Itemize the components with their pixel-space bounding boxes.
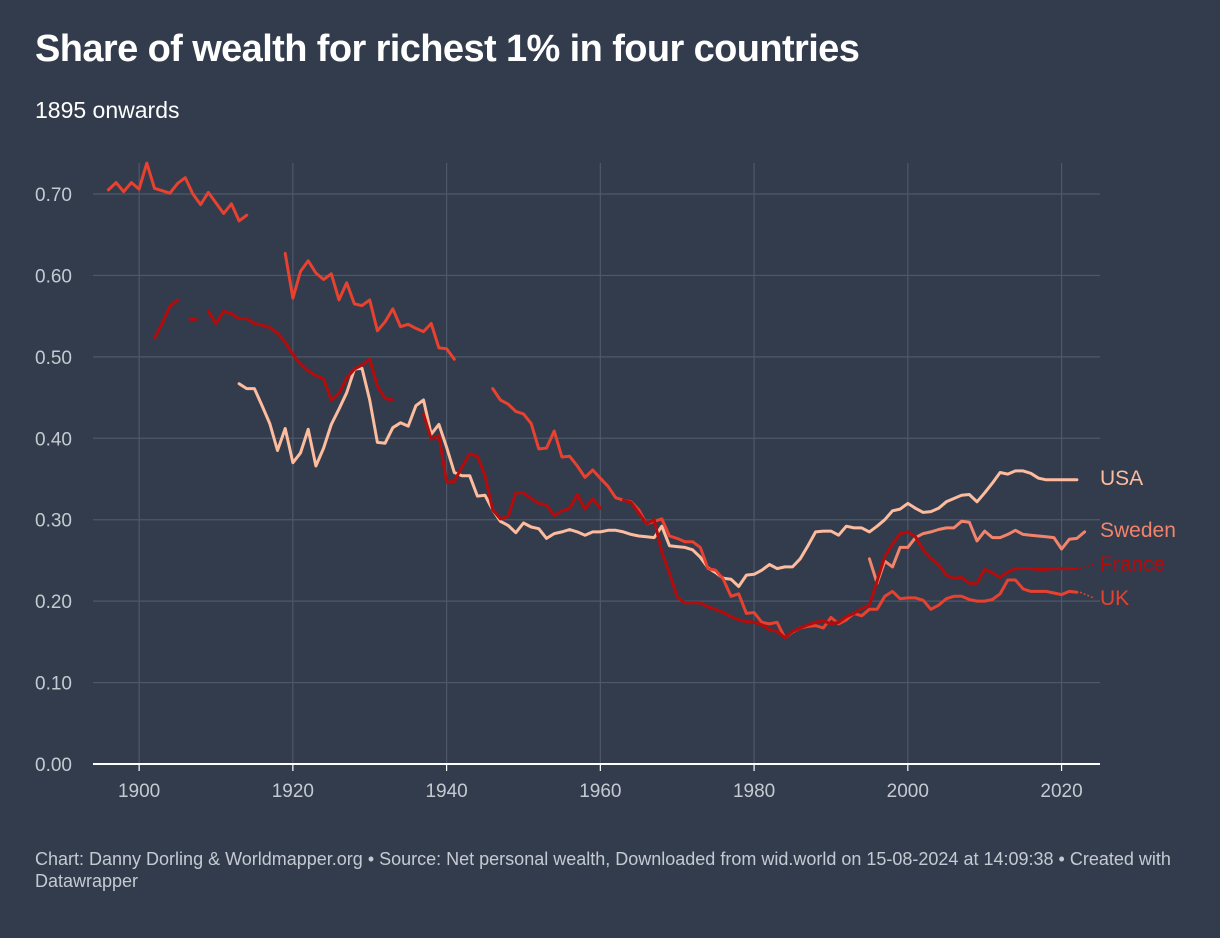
axes: 0.00 0.10 0.20 0.30 0.40 0.50 0.60 0.70 1900 1920… — [35, 185, 1100, 802]
uk-line-segment — [283, 251, 456, 361]
y-tick-label: 0.70 — [35, 185, 72, 206]
series-end-labels: USA Sweden UK France — [1079, 467, 1176, 610]
chart-footer-credit: Chart: Danny Dorling & Worldmapper.org •… — [35, 849, 1171, 891]
france-label-connector — [1079, 563, 1095, 570]
y-tick-label: 0.10 — [35, 674, 72, 695]
sweden-end-label: Sweden — [1100, 519, 1176, 542]
france-line-segment — [621, 498, 1079, 640]
grid — [93, 163, 1100, 764]
france-line-segment — [422, 412, 602, 521]
france-end-label: France — [1100, 553, 1165, 576]
usa-line-segment — [237, 366, 1079, 588]
france-line-segment — [153, 298, 180, 340]
france-line-segment — [206, 309, 395, 402]
chart-title: Share of wealth for richest 1% in four c… — [35, 28, 860, 70]
x-tick-label: 2000 — [887, 781, 929, 802]
y-tick-label: 0.50 — [35, 348, 72, 369]
y-tick-label: 0.00 — [35, 755, 72, 776]
usa-end-label: USA — [1100, 467, 1143, 490]
x-tick-label: 2020 — [1040, 781, 1082, 802]
x-tick-label: 1920 — [272, 781, 314, 802]
x-tick-label: 1900 — [118, 781, 160, 802]
chart-subtitle: 1895 onwards — [35, 97, 180, 123]
line-chart: 0.00 0.10 0.20 0.30 0.40 0.50 0.60 0.70 1900 1920… — [35, 161, 1176, 802]
x-tick-label: 1960 — [579, 781, 621, 802]
uk-line-segment — [491, 387, 1079, 640]
x-tick-label: 1980 — [733, 781, 775, 802]
y-tick-label: 0.40 — [35, 429, 72, 450]
y-tick-label: 0.20 — [35, 592, 72, 613]
sweden-line-segment — [867, 519, 1087, 585]
y-tick-label: 0.60 — [35, 266, 72, 287]
uk-label-connector — [1079, 591, 1095, 599]
y-tick-label: 0.30 — [35, 511, 72, 532]
uk-line-segment — [106, 161, 249, 223]
uk-end-label: UK — [1100, 587, 1129, 610]
series-lines — [106, 161, 1087, 640]
x-tick-label: 1940 — [425, 781, 467, 802]
